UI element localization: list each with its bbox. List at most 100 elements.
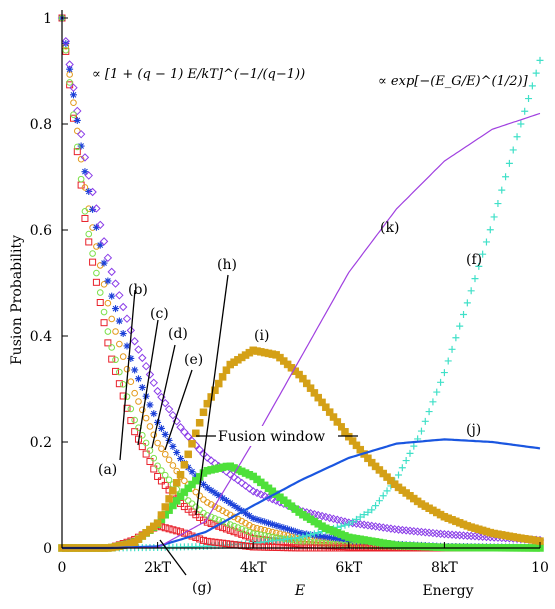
series-2-point-52 [257, 517, 265, 525]
series-5-point-102 [448, 345, 456, 353]
series-3-point-30 [172, 417, 181, 426]
series-1-point-32 [181, 477, 188, 485]
series-1-point-10 [96, 262, 104, 269]
series-0-point-25 [154, 472, 162, 480]
series-1-point-43 [223, 509, 230, 517]
series-4-point-5 [77, 175, 85, 183]
series-4-point-33 [184, 497, 192, 504]
series-1-point-56 [272, 529, 280, 537]
series-2-point-8 [89, 205, 97, 213]
series-4-point-49 [246, 528, 253, 536]
series-7-point-29 [169, 501, 177, 510]
series-4-point-34 [188, 500, 196, 507]
series-1-point-41 [215, 505, 223, 512]
series-3-point-25 [153, 386, 162, 396]
fusion-window-label-bg [216, 426, 338, 446]
series-3-point-52 [256, 490, 266, 499]
series-3-point-19 [130, 337, 139, 346]
series-2-point-59 [284, 525, 292, 533]
series-0-point-3 [69, 114, 77, 122]
series-5-point-85 [383, 487, 391, 495]
series-3-point-21 [138, 353, 147, 363]
label-d: (d) [168, 326, 188, 342]
series-4-point-3 [70, 111, 77, 118]
series-3-point-6 [80, 153, 90, 162]
series-0-point-10 [96, 299, 104, 307]
series-3-point-44 [226, 470, 235, 479]
series-4-point-25 [154, 462, 161, 470]
series-2-point-14 [112, 305, 120, 313]
series-5-point-109 [475, 262, 483, 270]
series-4-point-72 [334, 541, 341, 548]
series-2-point-53 [261, 518, 269, 526]
series-3-point-11 [99, 237, 109, 246]
series-5-point-75 [345, 520, 353, 528]
y-tick-label-0: 0 [43, 541, 52, 557]
series-6-point-51 [253, 543, 261, 551]
series-0-point-18 [127, 417, 135, 425]
series-2-point-10 [96, 241, 104, 249]
series-0-point-12 [104, 339, 112, 347]
series-1-point-16 [119, 353, 127, 360]
series-4-point-8 [89, 250, 96, 257]
series-2-point-37 [199, 480, 207, 488]
arrow-a [119, 289, 136, 461]
series-1-point-29 [169, 462, 177, 469]
series-4-point-47 [238, 525, 246, 533]
series-2-point-9 [92, 223, 100, 231]
series-2-point-5 [77, 142, 85, 150]
series-1-point-38 [204, 499, 211, 506]
series-8-point-77 [352, 441, 361, 450]
series-0-point-7 [85, 238, 93, 246]
series-2-point-55 [268, 520, 276, 528]
series-6-point-36 [196, 535, 204, 543]
axes [61, 10, 540, 549]
series-3-point-3 [69, 83, 78, 92]
series-8-point-30 [172, 479, 181, 487]
series-7-point-33 [184, 484, 192, 493]
series-5-point-73 [337, 522, 345, 530]
series-0-point-23 [146, 458, 154, 466]
series-2-point-12 [104, 277, 112, 285]
series-1-point-19 [131, 389, 138, 397]
series-9 [62, 438, 541, 550]
series-4-point-22 [142, 439, 150, 447]
series-7-point-32 [180, 488, 189, 496]
series-5-point-74 [341, 521, 349, 529]
series-6-point-43 [222, 540, 230, 548]
series-2-point-33 [184, 463, 192, 471]
series-5-point-98 [433, 388, 441, 396]
series-3-point-32 [180, 427, 189, 437]
series-6-point-48 [242, 542, 250, 550]
series-2-point-61 [291, 527, 299, 535]
series-8-point-28 [165, 495, 173, 503]
series-5-point-114 [494, 200, 502, 208]
series-4-point-69 [322, 540, 330, 547]
series-6-point-54 [264, 543, 272, 551]
series-2-point-34 [188, 468, 196, 476]
series-8-point-64 [302, 379, 311, 388]
series-2-point-23 [146, 401, 154, 409]
arrow-h [195, 274, 229, 516]
series-2-point-54 [264, 519, 272, 527]
series-1-point-3 [70, 99, 77, 107]
series-5-point-123 [528, 82, 536, 90]
series-2-point-73 [337, 535, 345, 543]
annotations: (a) (b) (c) (d) (e) (f) (g) (h) (i) (j) … [98, 220, 482, 596]
series-5 [58, 56, 544, 552]
series-8-point-81 [367, 458, 376, 467]
series-1-point-26 [158, 445, 165, 452]
series-5-point-111 [482, 238, 490, 246]
series-1-point-23 [146, 423, 154, 430]
series-4-point-6 [81, 208, 89, 215]
series-0-point-6 [81, 214, 89, 222]
series-3-point-51 [252, 488, 262, 498]
series-5-point-124 [532, 69, 540, 77]
series-8-point-67 [314, 393, 322, 402]
series-8-point-43 [222, 366, 231, 374]
series-0-point-9 [92, 278, 100, 286]
series-3-point-9 [92, 204, 101, 213]
label-h: (h) [217, 257, 237, 273]
series-0-point-22 [142, 450, 150, 458]
